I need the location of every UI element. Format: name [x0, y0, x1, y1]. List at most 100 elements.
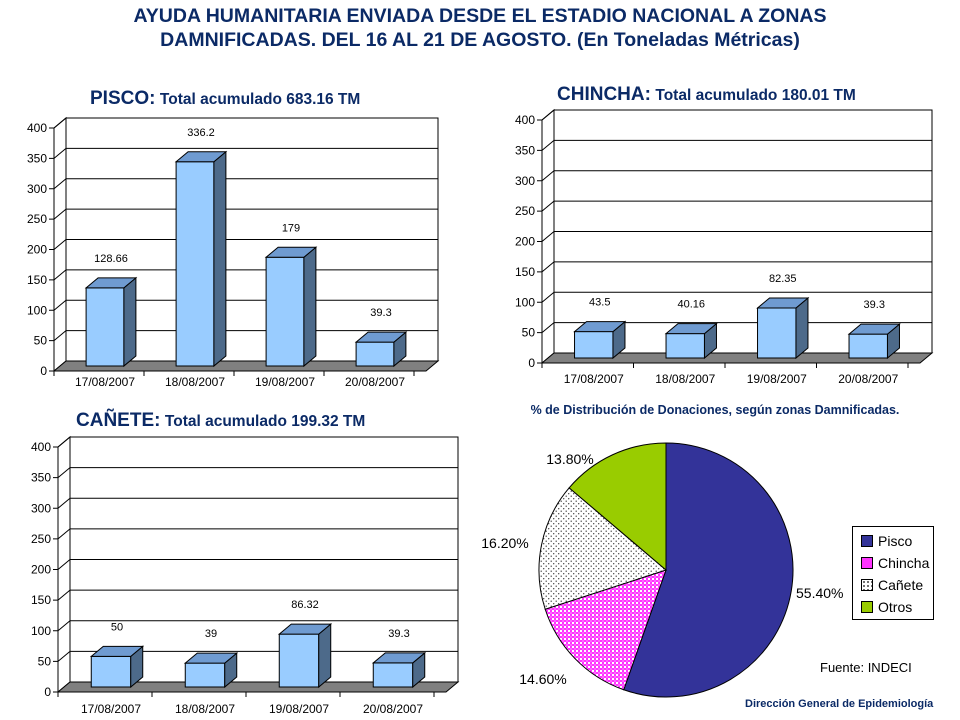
canete-bar-front	[372, 662, 414, 688]
pisco-bar-front	[175, 161, 215, 367]
chincha-bar-front	[665, 333, 705, 359]
pisco-x-tick-label: 20/08/2007	[345, 375, 405, 389]
legend-item-chincha: Chincha	[853, 552, 933, 574]
canete-gridline-side	[57, 467, 71, 479]
pisco-bar-side	[123, 276, 137, 368]
pie-legend: Pisco Chincha Cañete Otros	[852, 526, 934, 620]
legend-swatch-canete	[861, 579, 873, 591]
legend-label-pisco: Pisco	[878, 533, 913, 549]
canete-bar-front	[278, 633, 320, 688]
canete-bar-top	[371, 652, 427, 664]
canete-y-tick-label: 300	[31, 501, 51, 515]
canete-data-label: 86.32	[291, 599, 319, 611]
chincha-gridline-side	[541, 139, 555, 151]
canete-data-label: 39	[205, 628, 217, 640]
pisco-bar-side	[213, 150, 227, 368]
chincha-bar-top	[847, 323, 901, 335]
chincha-bar-top	[756, 297, 810, 309]
chincha-floor	[540, 352, 934, 364]
pisco-y-tick-label: 300	[27, 182, 47, 196]
chincha-x-tick-label: 17/08/2007	[564, 372, 624, 386]
pie-label-canete: 16.20%	[481, 535, 528, 551]
canete-y-tick-label: 0	[44, 685, 51, 699]
pisco-x-tick-label: 17/08/2007	[75, 375, 135, 389]
chincha-y-tick-label: 50	[522, 326, 536, 340]
pisco-gridline-side	[53, 299, 67, 311]
chincha-gridline-side	[541, 231, 555, 242]
footer-label: Dirección General de Epidemiología	[745, 698, 934, 710]
chincha-y-tick-label: 250	[515, 204, 535, 218]
canete-y-tick-label: 250	[31, 532, 51, 546]
pisco-gridline-side	[53, 330, 67, 342]
pisco-data-label: 336.2	[187, 127, 215, 139]
canete-chart-title: CAÑETE: Total acumulado 199.32 TM	[76, 410, 365, 432]
pisco-bar	[264, 246, 318, 368]
chincha-bar-top	[573, 321, 627, 333]
legend-item-pisco: Pisco	[853, 530, 933, 552]
chincha-y-tick-label: 150	[515, 265, 535, 279]
pie-chart: 55.40% 14.60% 16.20% 13.80%	[481, 442, 843, 698]
pisco-gridline-side	[53, 208, 67, 220]
chincha-x-tick-label: 18/08/2007	[655, 372, 715, 386]
pie-label-chincha: 14.60%	[519, 671, 566, 687]
chincha-chart-title: CHINCHA: Total acumulado 180.01 TM	[557, 84, 856, 106]
canete-gridline-side	[57, 497, 71, 509]
chincha-bar	[847, 323, 901, 360]
pisco-bar	[354, 331, 408, 368]
chincha-bar	[573, 320, 627, 360]
chincha-x-tick-label: 20/08/2007	[838, 372, 898, 386]
canete-bar-top	[183, 652, 239, 664]
chincha-gridline-side	[541, 170, 555, 182]
pisco-y-tick-label: 350	[27, 151, 47, 165]
canete-x-tick-label: 20/08/2007	[363, 702, 423, 716]
title-line-1: AYUDA HUMANITARIA ENVIADA DESDE EL ESTAD…	[133, 5, 827, 27]
chincha-y-tick-label: 350	[515, 143, 535, 157]
legend-item-otros: Otros	[853, 596, 933, 618]
pisco-bar-side	[303, 246, 317, 368]
canete-x-tick-label: 18/08/2007	[175, 702, 235, 716]
legend-swatch-pisco	[861, 535, 873, 547]
pie-slice-otros	[568, 442, 667, 572]
chincha-data-label: 40.16	[677, 299, 705, 311]
canete-gridline-side	[57, 620, 71, 632]
canete-gridline-side	[57, 650, 71, 662]
canete-total-label: Total acumulado 199.32 TM	[164, 413, 366, 430]
pisco-y-tick-label: 150	[27, 273, 47, 287]
chincha-y-tick-label: 0	[528, 356, 535, 370]
legend-label-chincha: Chincha	[878, 555, 930, 571]
pisco-bar-top	[174, 151, 228, 163]
chincha-zone-label: CHINCHA:	[557, 84, 651, 105]
pie-slice-canete	[538, 487, 668, 610]
chincha-bar	[664, 322, 718, 360]
pisco-total-label: Total acumulado 683.16 TM	[159, 91, 361, 108]
pisco-bar-top	[84, 277, 138, 289]
legend-item-canete: Cañete	[853, 574, 933, 596]
bar-charts-layer: 0 50 100 150 200 250 300 350 400 128.66 17/08/2007…	[27, 108, 934, 716]
pie-label-otros: 13.80%	[546, 451, 593, 467]
canete-y-tick-label: 150	[31, 593, 51, 607]
canete-data-label: 39.3	[388, 628, 409, 640]
pisco-bar-top	[264, 246, 318, 258]
canete-x-tick-label: 17/08/2007	[81, 702, 141, 716]
legend-label-otros: Otros	[878, 599, 913, 615]
pisco-bar-chart: 0 50 100 150 200 250 300 350 400 128.66 17/08/2007…	[27, 116, 440, 389]
chincha-data-label: 39.3	[864, 299, 885, 311]
legend-swatch-chincha	[861, 557, 873, 569]
canete-y-tick-label: 100	[31, 624, 51, 638]
canete-data-label: 50	[111, 621, 123, 633]
pisco-bar-front	[85, 287, 125, 367]
pie-label-pisco: 55.40%	[796, 585, 843, 601]
canete-y-tick-label: 200	[31, 563, 51, 577]
chincha-y-tick-label: 400	[515, 113, 535, 127]
chincha-y-tick-label: 100	[515, 295, 535, 309]
canete-y-tick-label: 400	[31, 440, 51, 454]
canete-bar-top	[89, 645, 145, 657]
chincha-bar-chart: 0 50 100 150 200 250 300 350 400 43.5 17/08/2007 40…	[515, 108, 934, 386]
pisco-bar-top	[354, 331, 408, 343]
chincha-total-label: Total acumulado 180.01 TM	[655, 87, 856, 104]
source-label: Fuente: INDECI	[820, 660, 912, 675]
pisco-gridline-side	[53, 117, 67, 129]
chincha-bar	[756, 296, 810, 360]
canete-bar	[371, 651, 427, 689]
